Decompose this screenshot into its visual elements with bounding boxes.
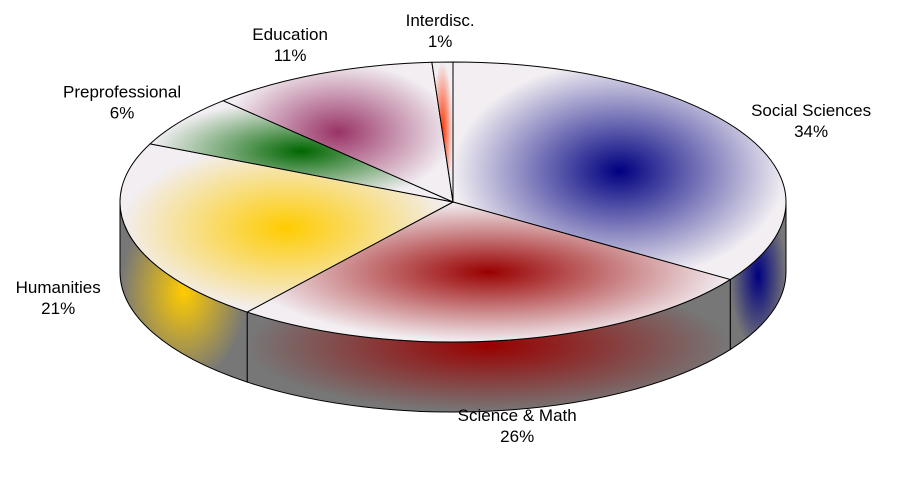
slice-value-label: 26% [500, 427, 534, 446]
slice-value-label: 34% [794, 122, 828, 141]
slice-label: Social Sciences [751, 101, 871, 120]
slice-value-label: 6% [110, 103, 135, 122]
slice-value-label: 11% [274, 46, 307, 65]
slice-label: Science & Math [458, 406, 577, 425]
slice-value-label: 1% [428, 32, 453, 51]
slice [119, 143, 455, 313]
slice-label: Interdisc. [406, 11, 475, 30]
slice-label: Preprofessional [63, 82, 181, 101]
slice-value-label: 21% [41, 299, 75, 318]
slice [149, 100, 454, 203]
slice-label: Humanities [16, 278, 101, 297]
slice-label: Education [252, 25, 328, 44]
slice [221, 61, 454, 203]
slice [245, 201, 732, 343]
slice [431, 61, 454, 203]
